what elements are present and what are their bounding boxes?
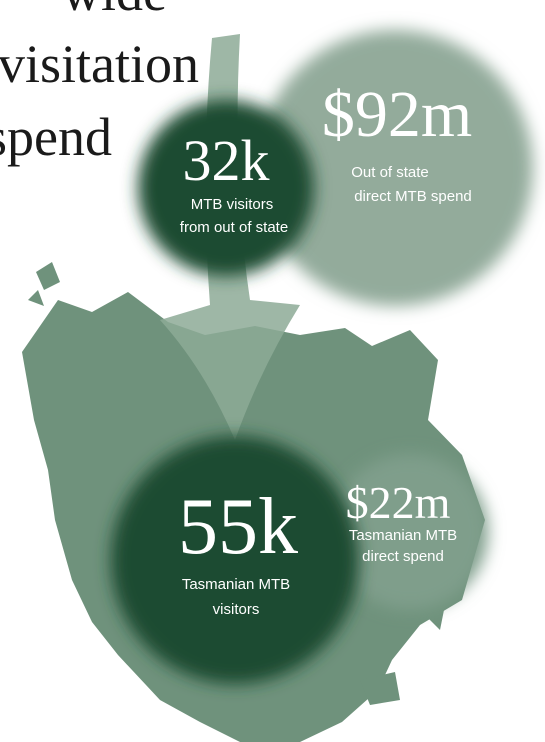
- circle-out-of-state-visitors: [138, 100, 314, 276]
- stat-value: $92m: [322, 78, 472, 151]
- stat-label: MTB visitors: [191, 196, 274, 213]
- stat-label: Tasmanian MTB: [349, 527, 457, 544]
- stat-label: visitors: [213, 601, 260, 618]
- stat-label: Tasmanian MTB: [182, 576, 290, 593]
- stat-value: 55k: [178, 483, 298, 571]
- heading-line: spend: [0, 107, 112, 167]
- stat-label: Out of state: [351, 164, 429, 181]
- circle-tas-visitors: [111, 436, 359, 684]
- stat-label: from out of state: [180, 219, 288, 236]
- circle-tas-spend: [332, 454, 488, 610]
- circle-out-of-state-spend: [257, 30, 533, 306]
- heading-line: wide: [62, 0, 167, 22]
- stat-value: $22m: [346, 477, 451, 528]
- stat-value: 32k: [183, 128, 270, 193]
- stat-label: direct MTB spend: [354, 188, 472, 205]
- heading-line: visitation: [0, 34, 199, 94]
- stat-label: direct spend: [362, 548, 444, 565]
